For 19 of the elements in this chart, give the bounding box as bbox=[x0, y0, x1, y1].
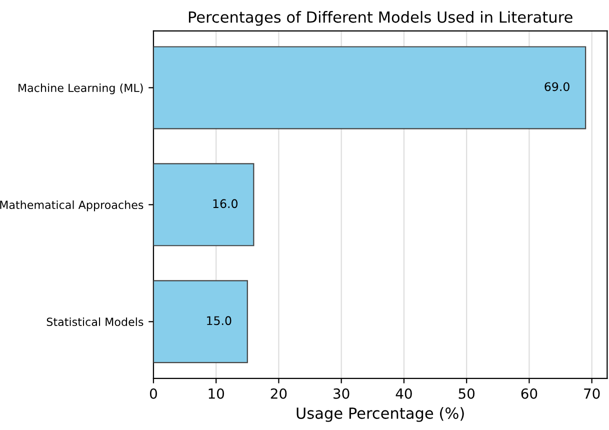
chart-title: Percentages of Different Models Used in Literature bbox=[188, 11, 572, 26]
y-tick-label: Machine Learning (ML) bbox=[18, 83, 143, 94]
x-tick-label: 60 bbox=[521, 388, 538, 399]
data-label: 69.0 bbox=[544, 82, 570, 92]
bar bbox=[153, 280, 248, 364]
bar bbox=[153, 163, 254, 246]
data-label: 16.0 bbox=[213, 199, 238, 208]
data-label: 15.0 bbox=[207, 316, 232, 326]
x-tick-label: 50 bbox=[458, 388, 474, 399]
x-tick-label: 20 bbox=[270, 388, 287, 399]
x-tick-label: 70 bbox=[584, 388, 600, 399]
x-tick-label: 10 bbox=[208, 388, 224, 399]
x-tick-label: 0 bbox=[150, 388, 157, 399]
x-tick-label: 30 bbox=[334, 388, 350, 399]
y-tick-label: Mathematical Approaches bbox=[0, 200, 144, 212]
bar bbox=[153, 46, 586, 130]
y-tick-label: Statistical Models bbox=[46, 317, 144, 326]
x-axis-title: Usage Percentage (%) bbox=[296, 407, 464, 422]
x-tick-label: 40 bbox=[396, 388, 412, 399]
